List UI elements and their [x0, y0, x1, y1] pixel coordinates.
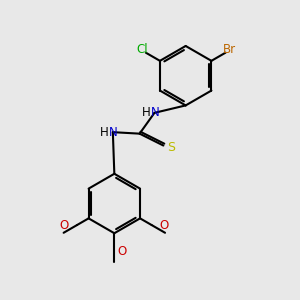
Text: S: S: [167, 140, 175, 154]
Text: N: N: [109, 126, 117, 139]
Text: H: H: [142, 106, 151, 119]
Text: Br: Br: [223, 43, 236, 56]
Text: N: N: [151, 106, 159, 119]
Text: O: O: [60, 218, 69, 232]
Text: Cl: Cl: [136, 43, 148, 56]
Text: O: O: [160, 218, 169, 232]
Text: H: H: [100, 126, 109, 139]
Text: O: O: [117, 244, 127, 258]
